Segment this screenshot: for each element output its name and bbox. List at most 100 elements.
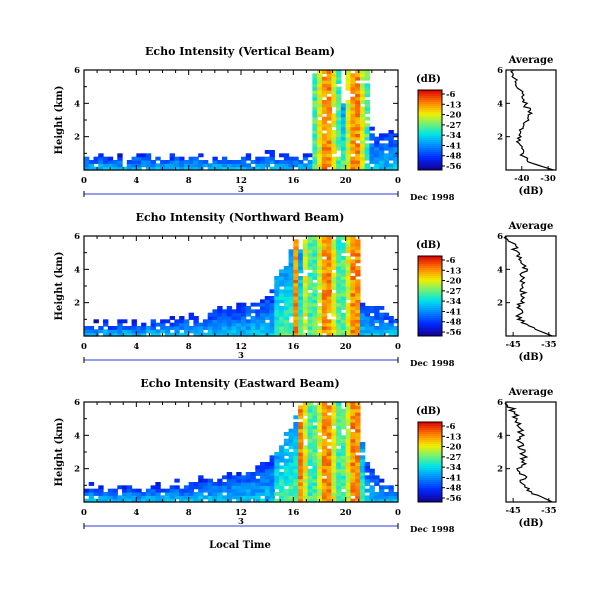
heatmap-cell bbox=[269, 472, 275, 476]
heatmap-cell bbox=[312, 418, 318, 423]
heatmap-cell bbox=[340, 329, 347, 334]
heatmap-cell bbox=[312, 412, 318, 416]
heatmap-cell bbox=[345, 289, 352, 294]
heatmap-cell bbox=[340, 146, 347, 151]
average-y-tick-label: 6 bbox=[497, 398, 503, 408]
heatmap-cell bbox=[136, 332, 142, 337]
heatmap-cell bbox=[340, 103, 347, 108]
heatmap-cell bbox=[345, 458, 352, 463]
heatmap-cell bbox=[307, 468, 313, 473]
heatmap-cell bbox=[331, 309, 337, 314]
heatmap-cell bbox=[298, 475, 304, 480]
heatmap-cell bbox=[359, 166, 366, 171]
heatmap-cell bbox=[260, 498, 266, 503]
heatmap-cell bbox=[345, 103, 352, 108]
heatmap-cell bbox=[193, 492, 199, 496]
heatmap-cell bbox=[288, 462, 294, 466]
heatmap-cell bbox=[359, 70, 366, 74]
colorbar-step bbox=[418, 438, 442, 441]
heatmap-cell bbox=[336, 120, 342, 124]
heatmap-cell bbox=[236, 475, 242, 480]
heatmap-cell bbox=[345, 259, 352, 264]
heatmap-cell bbox=[298, 276, 304, 280]
heatmap-cell bbox=[302, 306, 309, 310]
heatmap-cell bbox=[245, 482, 252, 486]
heatmap-cell bbox=[236, 306, 242, 310]
heatmap-cell bbox=[293, 242, 299, 247]
heatmap-cell bbox=[107, 488, 114, 493]
heatmap-cell bbox=[283, 312, 290, 317]
colorbar-step bbox=[418, 476, 442, 479]
heatmap-cell bbox=[312, 289, 318, 294]
heatmap-cell bbox=[302, 153, 309, 158]
heatmap-cell bbox=[336, 458, 342, 463]
heatmap-cell bbox=[202, 488, 209, 493]
average-y-tick-label: 6 bbox=[497, 232, 503, 242]
heatmap-cell bbox=[188, 498, 195, 503]
heatmap-cell bbox=[378, 306, 385, 310]
heatmap-cell bbox=[193, 329, 199, 334]
heatmap-cell bbox=[283, 478, 290, 483]
heatmap-cell bbox=[378, 156, 385, 161]
heatmap-cell bbox=[326, 272, 332, 277]
heatmap-cell bbox=[269, 322, 275, 327]
heatmap-cell bbox=[369, 136, 375, 141]
heatmap-cell bbox=[317, 106, 323, 111]
heatmap-cell bbox=[321, 249, 328, 254]
heatmap-cell bbox=[326, 482, 332, 486]
colorbar-step bbox=[418, 326, 442, 329]
heatmap-cell bbox=[212, 316, 218, 320]
heatmap-cell bbox=[255, 492, 261, 496]
heatmap-cell bbox=[302, 435, 309, 440]
heatmap-cell bbox=[293, 432, 299, 436]
heatmap-cell bbox=[374, 475, 380, 480]
heatmap-cell bbox=[326, 465, 332, 470]
heatmap-cell bbox=[345, 123, 352, 128]
heatmap-cell bbox=[359, 153, 366, 158]
heatmap-cell bbox=[326, 302, 332, 307]
heatmap-cell bbox=[283, 166, 290, 171]
colorbar-step bbox=[418, 498, 442, 501]
heatmap-cell bbox=[340, 455, 347, 460]
heatmap-cell bbox=[126, 498, 133, 503]
heatmap-cell bbox=[226, 319, 233, 324]
heatmap-cell bbox=[340, 445, 347, 450]
heatmap-cell bbox=[355, 103, 361, 108]
heatmap-cell bbox=[331, 83, 337, 88]
heatmap-cell bbox=[312, 133, 318, 138]
heatmap-cell bbox=[312, 435, 318, 440]
heatmap-cell bbox=[202, 495, 209, 500]
heatmap-cell bbox=[312, 452, 318, 456]
heatmap-cell bbox=[369, 309, 375, 314]
heatmap-cell bbox=[321, 402, 328, 406]
heatmap-cell bbox=[345, 438, 352, 443]
heatmap-cell bbox=[374, 319, 380, 324]
heatmap-cell bbox=[293, 163, 299, 168]
heatmap-cell bbox=[336, 276, 342, 280]
heatmap-cell bbox=[298, 252, 304, 257]
heatmap-cell bbox=[283, 482, 290, 486]
heatmap-cell bbox=[340, 412, 347, 416]
heatmap-cell bbox=[312, 458, 318, 463]
heatmap-cell bbox=[274, 455, 280, 460]
heatmap-cell bbox=[136, 156, 142, 161]
heatmap-cell bbox=[293, 279, 299, 284]
heatmap-cell bbox=[193, 326, 199, 330]
heatmap-cell bbox=[340, 418, 347, 423]
heatmap-cell bbox=[274, 475, 280, 480]
heatmap-cell bbox=[355, 495, 361, 500]
heatmap-cell bbox=[364, 495, 371, 500]
average-title: Average bbox=[508, 221, 554, 232]
heatmap-cell bbox=[302, 312, 309, 317]
heatmap-cell bbox=[331, 472, 337, 476]
heatmap-cell bbox=[255, 163, 261, 168]
heatmap-cell bbox=[374, 329, 380, 334]
heatmap-cell bbox=[345, 422, 352, 426]
heatmap-cell bbox=[312, 153, 318, 158]
colorbar-step bbox=[418, 300, 442, 303]
colorbar-step bbox=[418, 334, 442, 337]
heatmap-cell bbox=[179, 322, 185, 327]
heatmap-cell bbox=[317, 286, 323, 290]
heatmap-cell bbox=[355, 425, 361, 430]
heatmap-cell bbox=[355, 482, 361, 486]
